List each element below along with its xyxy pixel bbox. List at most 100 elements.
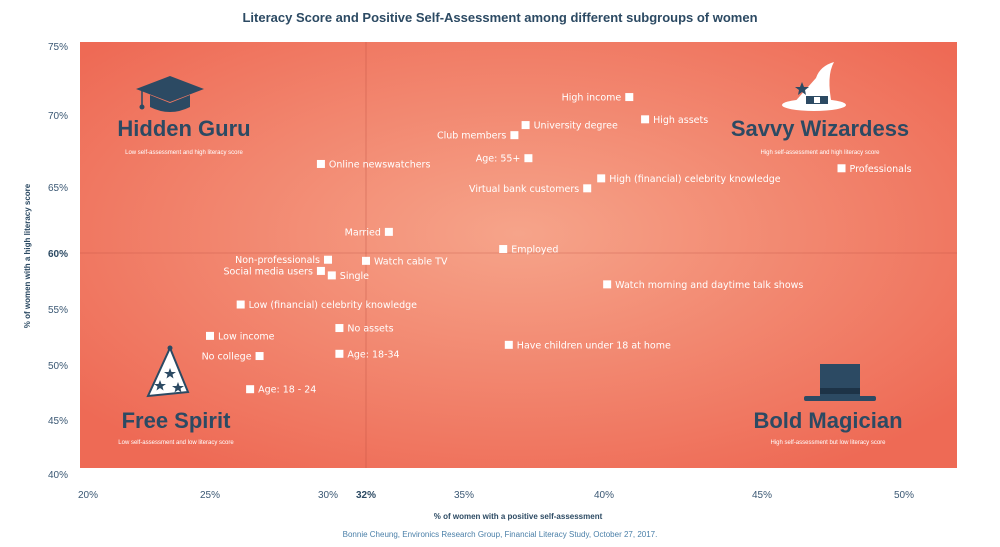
point-marker — [837, 164, 846, 173]
point-marker — [625, 93, 634, 102]
point-marker — [206, 331, 214, 340]
x-tick-label: 20% — [78, 490, 98, 501]
y-tick-label: 65% — [48, 183, 68, 194]
data-point: Single — [327, 271, 369, 282]
graduation-cap-icon — [136, 76, 204, 112]
data-point: Professionals — [837, 164, 912, 175]
data-point: Employed — [499, 245, 558, 256]
point-label: Have children under 18 at home — [517, 340, 671, 351]
data-point: Non-professionals — [235, 255, 332, 266]
point-label: Age: 55+ — [476, 154, 521, 165]
quadrant-subtitle-savvy-wizardess: High self-assessment and high literacy s… — [760, 150, 880, 156]
point-label: Club members — [437, 131, 506, 142]
quadrant-title-bold-magician: Bold Magician — [753, 408, 902, 433]
quadrant-subtitle-bold-magician: High self-assessment but low literacy sc… — [770, 440, 886, 446]
point-marker — [641, 115, 650, 124]
x-tick-label: 30% — [318, 490, 338, 501]
data-point: No assets — [335, 324, 394, 335]
party-hat-icon — [146, 345, 190, 398]
data-point: University degree — [521, 121, 618, 132]
y-tick-label: 55% — [48, 305, 68, 316]
point-marker — [324, 255, 332, 264]
point-marker — [246, 385, 255, 394]
quadrant-title-free-spirit: Free Spirit — [122, 408, 231, 433]
y-tick-label: 70% — [48, 111, 68, 122]
point-marker — [499, 245, 508, 254]
point-label: High (financial) celebrity knowledge — [609, 174, 781, 185]
wizard-hat-icon — [782, 62, 846, 111]
x-tick-label: 25% — [200, 490, 220, 501]
point-label: Professionals — [850, 164, 912, 175]
point-marker — [384, 227, 393, 236]
point-marker — [255, 352, 264, 361]
data-point: Age: 18 - 24 — [246, 385, 316, 396]
point-label: Virtual bank customers — [469, 184, 579, 195]
point-label: No college — [202, 352, 252, 363]
point-marker — [335, 324, 344, 333]
point-marker — [236, 300, 245, 309]
quadrant-subtitle-free-spirit: Low self-assessment and low literacy sco… — [118, 440, 234, 446]
point-marker — [362, 256, 370, 265]
quadrant-title-hidden-guru: Hidden Guru — [117, 116, 250, 141]
point-label: High assets — [653, 115, 708, 126]
y-axis-label: % of women with a high literacy score — [23, 183, 32, 328]
chart-title: Literacy Score and Positive Self-Assessm… — [242, 10, 758, 25]
point-marker — [316, 159, 325, 168]
point-label: Non-professionals — [235, 255, 320, 266]
y-tick-label: 60% — [48, 249, 68, 260]
data-point: High income — [562, 93, 634, 104]
data-point: Age: 55+ — [476, 154, 533, 165]
y-tick-label: 45% — [48, 416, 68, 427]
quadrant-subtitle-hidden-guru: Low self-assessment and high literacy sc… — [125, 150, 243, 156]
point-label: Watch morning and daytime talk shows — [615, 280, 803, 291]
quadrant-title-savvy-wizardess: Savvy Wizardess — [731, 116, 909, 141]
data-point: Low (financial) celebrity knowledge — [236, 300, 417, 311]
data-point: Married — [345, 227, 393, 238]
point-marker — [524, 154, 533, 163]
top-hat-icon — [804, 364, 876, 401]
point-label: No assets — [347, 324, 393, 335]
x-tick-label: 35% — [454, 490, 474, 501]
point-marker — [504, 340, 513, 349]
data-point: High (financial) celebrity knowledge — [597, 174, 781, 185]
point-marker — [521, 121, 530, 130]
data-point: Watch cable TV — [362, 256, 448, 267]
x-tick-label: 50% — [894, 490, 914, 501]
data-point: High assets — [641, 115, 708, 126]
x-tick-label: 40% — [594, 490, 614, 501]
point-label: Single — [340, 271, 369, 282]
point-label: University degree — [534, 121, 618, 132]
source-note: Bonnie Cheung, Environics Research Group… — [342, 530, 658, 539]
point-label: Age: 18-34 — [347, 349, 399, 360]
point-marker — [510, 131, 519, 140]
x-axis-label: % of women with a positive self-assessme… — [434, 512, 603, 521]
x-tick-label: 32% — [356, 490, 376, 501]
point-label: Watch cable TV — [374, 256, 448, 267]
data-point: No college — [202, 352, 264, 363]
point-marker — [597, 174, 606, 183]
x-tick-label: 45% — [752, 490, 772, 501]
data-point: Social media users — [223, 266, 325, 277]
point-label: Online newswatchers — [329, 159, 431, 170]
point-marker — [316, 266, 325, 275]
point-marker — [603, 280, 612, 289]
point-marker — [583, 184, 592, 193]
point-label: Low income — [218, 331, 275, 342]
point-label: Social media users — [223, 266, 313, 277]
data-point: Low income — [206, 331, 275, 342]
point-label: Married — [345, 227, 381, 238]
data-point: Age: 18-34 — [335, 349, 400, 360]
data-point: Watch morning and daytime talk shows — [603, 280, 803, 291]
y-tick-label: 75% — [48, 42, 68, 53]
point-marker — [335, 349, 344, 358]
point-label: Age: 18 - 24 — [258, 385, 316, 396]
point-marker — [327, 271, 336, 280]
data-point: Have children under 18 at home — [504, 340, 671, 351]
y-tick-label: 50% — [48, 361, 68, 372]
y-tick-label: 40% — [48, 470, 68, 481]
data-point: Club members — [437, 131, 519, 142]
point-label: High income — [562, 93, 622, 104]
point-label: Low (financial) celebrity knowledge — [249, 300, 417, 311]
point-label: Employed — [511, 245, 558, 256]
